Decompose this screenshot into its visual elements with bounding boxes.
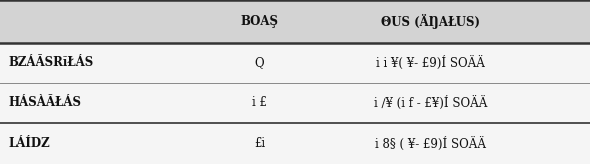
- Text: i i ¥( ¥- £9)Í SOÄÄ: i i ¥( ¥- £9)Í SOÄÄ: [376, 56, 485, 70]
- Text: BOAŞ: BOAŞ: [241, 15, 278, 28]
- Text: i ∕¥ (i f - £¥)Í SOÄÄ: i ∕¥ (i f - £¥)Í SOÄÄ: [374, 96, 487, 110]
- Text: £i: £i: [254, 137, 265, 150]
- Text: ΘUS (ÄŊAŁUS): ΘUS (ÄŊAŁUS): [381, 14, 480, 29]
- Bar: [0, 83, 590, 123]
- Text: BZÁĀSRĩŁÁS: BZÁĀSRĩŁÁS: [9, 56, 94, 69]
- Bar: [0, 123, 590, 164]
- Text: i 8§ ( ¥- £9)Í SOÄÄ: i 8§ ( ¥- £9)Í SOÄÄ: [375, 136, 486, 151]
- Bar: [0, 43, 590, 83]
- Bar: [0, 0, 590, 43]
- Text: i £: i £: [252, 96, 267, 109]
- Text: HÁSÀĀŁÁS: HÁSÀĀŁÁS: [9, 96, 82, 109]
- Text: Q: Q: [255, 56, 264, 69]
- Text: LÁÍDZ: LÁÍDZ: [9, 137, 51, 150]
